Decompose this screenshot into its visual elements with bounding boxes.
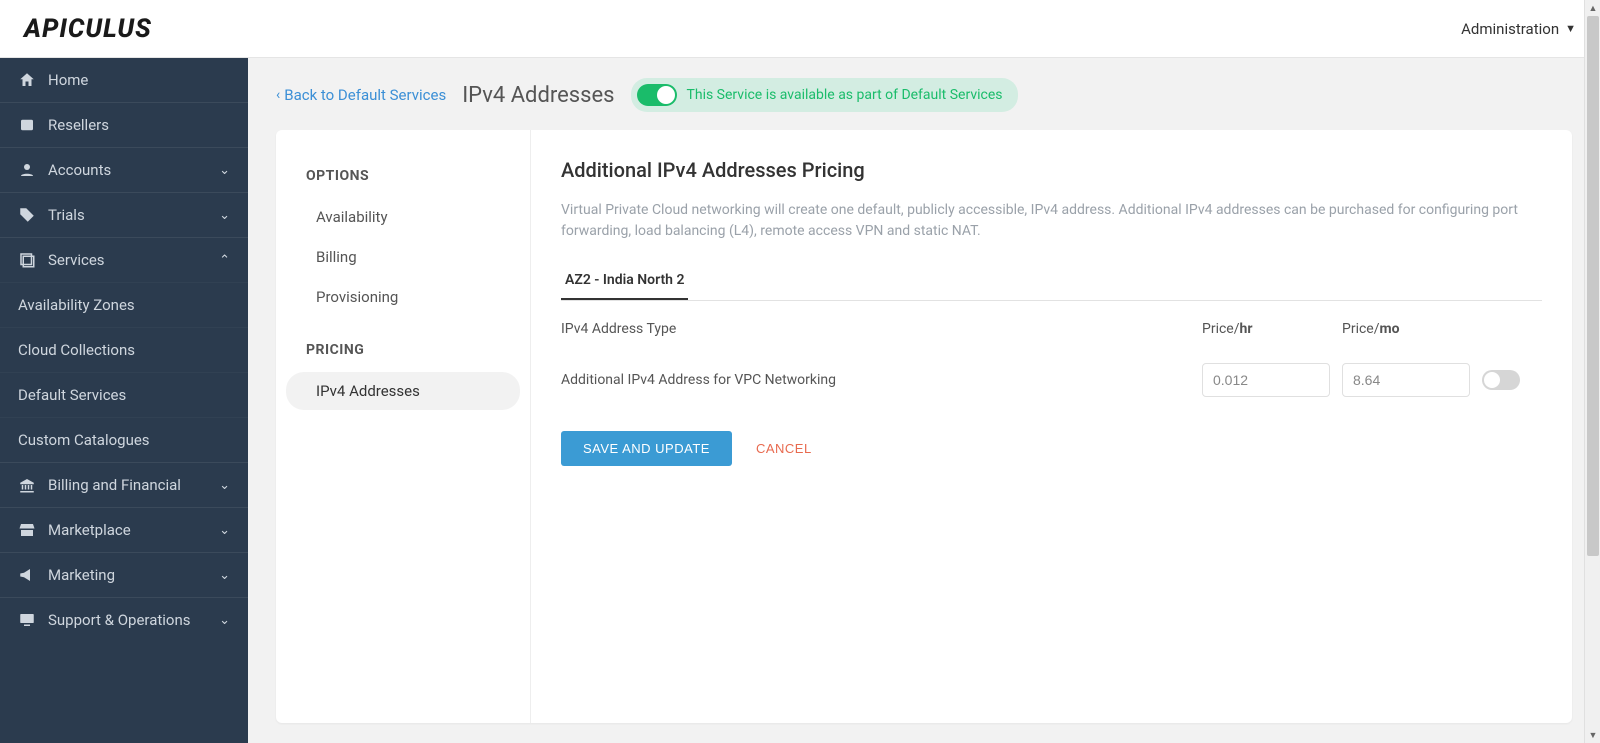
back-link[interactable]: ‹ Back to Default Services [276,86,446,104]
administration-menu[interactable]: Administration ▼ [1461,20,1576,38]
user-icon [18,161,36,179]
col-price-hr-header: Price/hr [1202,321,1342,337]
chevron-left-icon: ‹ [276,87,280,103]
brand-logo: APICULUS [24,14,152,44]
sidebar-subitem-availability-zones[interactable]: Availability Zones [0,282,248,327]
chevron-down-icon: ⌄ [219,478,230,493]
subnav-item-ipv4[interactable]: IPv4 Addresses [286,372,520,410]
main-area: ‹ Back to Default Services IPv4 Addresse… [248,58,1600,743]
sidebar-subitem-default-services[interactable]: Default Services [0,372,248,417]
subnav-pricing-head: PRICING [276,334,530,370]
sidebar-item-services[interactable]: Services ⌃ [0,237,248,282]
scroll-down-arrow-icon[interactable]: ▼ [1585,727,1600,743]
sidebar-label: Marketing [48,566,115,584]
monitor-icon [18,611,36,629]
page-header: ‹ Back to Default Services IPv4 Addresse… [248,58,1600,130]
page-title: IPv4 Addresses [462,83,614,108]
subnav-options-head: OPTIONS [276,160,530,196]
content-title: Additional IPv4 Addresses Pricing [561,158,1542,182]
sidebar-sublabel: Default Services [18,386,126,404]
col-price-mo-header: Price/mo [1342,321,1482,337]
store-icon [18,521,36,539]
chevron-down-icon: ⌄ [219,208,230,223]
pill-text: This Service is available as part of Def… [687,87,1003,103]
caret-down-icon: ▼ [1565,22,1576,35]
button-row: SAVE AND UPDATE CANCEL [561,431,1542,466]
subnav: OPTIONS Availability Billing Provisionin… [276,130,531,723]
chevron-up-icon: ⌃ [219,253,230,268]
scroll-thumb[interactable] [1587,16,1599,556]
content-description: Virtual Private Cloud networking will cr… [561,200,1542,242]
megaphone-icon [18,566,36,584]
pricing-row: Additional IPv4 Address for VPC Networki… [561,355,1542,425]
sidebar-label: Services [48,251,105,269]
subnav-item-billing[interactable]: Billing [286,238,520,276]
sidebar-item-support[interactable]: Support & Operations ⌄ [0,597,248,642]
service-toggle[interactable] [637,84,677,106]
content-card: OPTIONS Availability Billing Provisionin… [276,130,1572,723]
sidebar-item-accounts[interactable]: Accounts ⌄ [0,147,248,192]
sidebar-item-marketing[interactable]: Marketing ⌄ [0,552,248,597]
sidebar-label: Trials [48,206,85,224]
sidebar-label: Resellers [48,116,109,134]
pricing-header-row: IPv4 Address Type Price/hr Price/mo [561,315,1542,355]
sidebar-item-resellers[interactable]: Resellers [0,102,248,147]
sidebar-sublabel: Availability Zones [18,296,135,314]
sidebar-subitem-custom-catalogues[interactable]: Custom Catalogues [0,417,248,462]
tag-icon [18,206,36,224]
sidebar-subitem-cloud-collections[interactable]: Cloud Collections [0,327,248,372]
home-icon [18,71,36,89]
sidebar-label: Accounts [48,161,111,179]
col-type-header: IPv4 Address Type [561,321,1202,337]
administration-label: Administration [1461,20,1559,38]
scroll-up-arrow-icon[interactable]: ▲ [1585,0,1600,16]
price-hr-input[interactable] [1202,363,1330,397]
sidebar-item-home[interactable]: Home [0,58,248,102]
chevron-down-icon: ⌄ [219,613,230,628]
chevron-down-icon: ⌄ [219,163,230,178]
chevron-down-icon: ⌄ [219,568,230,583]
subnav-item-provisioning[interactable]: Provisioning [286,278,520,316]
sidebar-label: Billing and Financial [48,476,181,494]
badge-icon [18,116,36,134]
service-status-pill: This Service is available as part of Def… [631,78,1019,112]
sidebar-item-trials[interactable]: Trials ⌄ [0,192,248,237]
sidebar-label: Home [48,71,88,89]
bank-icon [18,476,36,494]
row-label: Additional IPv4 Address for VPC Networki… [561,372,1202,388]
topbar: APICULUS Administration ▼ [0,0,1600,58]
price-mo-input[interactable] [1342,363,1470,397]
save-button[interactable]: SAVE AND UPDATE [561,431,732,466]
layers-icon [18,251,36,269]
sidebar-label: Marketplace [48,521,131,539]
back-label: Back to Default Services [284,86,446,104]
cancel-button[interactable]: CANCEL [756,441,812,456]
vertical-scrollbar[interactable]: ▲ ▼ [1584,0,1600,743]
tab-az2[interactable]: AZ2 - India North 2 [561,264,688,300]
sidebar-item-marketplace[interactable]: Marketplace ⌄ [0,507,248,552]
sidebar-sublabel: Custom Catalogues [18,431,150,449]
content-panel: Additional IPv4 Addresses Pricing Virtua… [531,130,1572,723]
row-enable-toggle[interactable] [1482,370,1520,390]
sidebar-label: Support & Operations [48,611,191,629]
sidebar-item-billing[interactable]: Billing and Financial ⌄ [0,462,248,507]
subnav-item-availability[interactable]: Availability [286,198,520,236]
sidebar: Home Resellers Accounts ⌄ Tria [0,58,248,743]
sidebar-sublabel: Cloud Collections [18,341,135,359]
zone-tabs: AZ2 - India North 2 [561,264,1542,301]
chevron-down-icon: ⌄ [219,523,230,538]
